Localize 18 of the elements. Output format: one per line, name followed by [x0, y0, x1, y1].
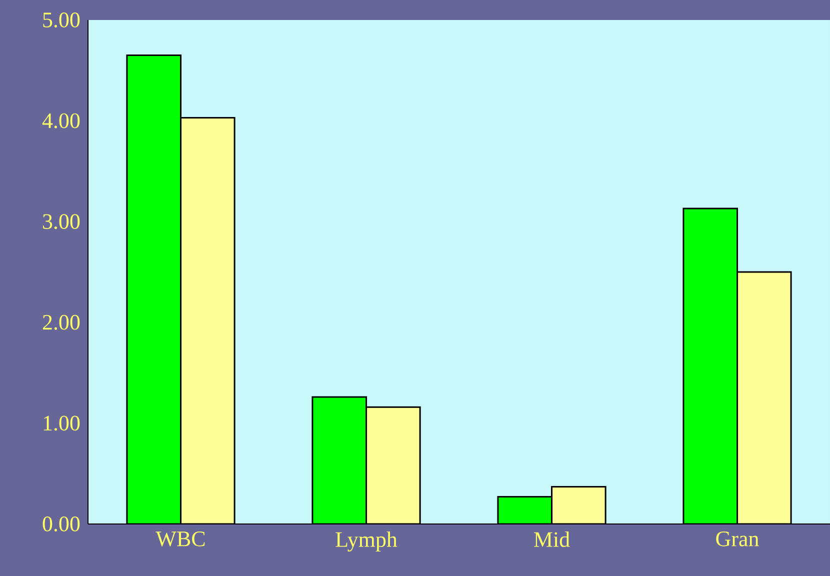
- bar: [366, 406, 421, 524]
- x-tick-label: WBC: [156, 532, 205, 546]
- y-tick-label: 3.00: [43, 214, 80, 230]
- bar: [180, 117, 236, 524]
- bar: [736, 271, 792, 524]
- y-tick-label: 4.00: [42, 113, 80, 128]
- y-tick-label: 0.00: [42, 516, 80, 532]
- bar: [126, 54, 182, 524]
- bar: [497, 496, 553, 524]
- x-tick-label: Lymph: [336, 532, 398, 552]
- y-tick-label: 5.00: [43, 12, 80, 28]
- bar: [682, 208, 738, 524]
- x-tick-label: Gran: [716, 532, 759, 546]
- bar: [551, 486, 606, 524]
- y-tick-label: 1.00: [44, 416, 80, 431]
- bar: [312, 396, 368, 524]
- y-tick-label: 2.00: [42, 314, 80, 330]
- x-tick-label: Mid: [534, 532, 570, 548]
